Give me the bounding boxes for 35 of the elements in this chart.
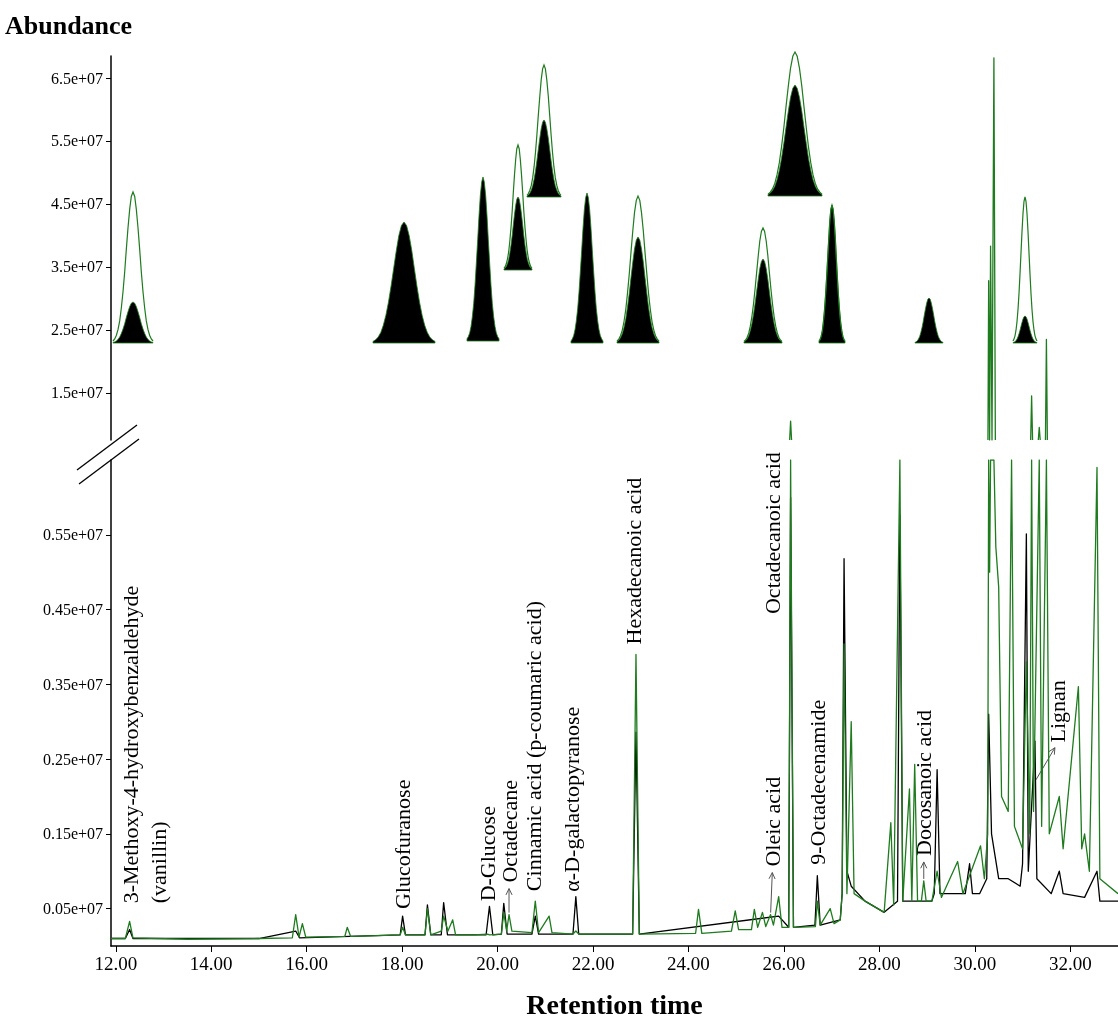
x-tick-label: 28.00 — [858, 953, 901, 974]
y-tick-label: 0.25e+07 — [42, 750, 103, 768]
y-tick-label: 4.5e+07 — [50, 195, 103, 213]
annotation: 3-Methoxy-4-hydroxybenzaldehyde (vanillin) — [118, 585, 172, 904]
x-tick-label: 14.00 — [189, 953, 233, 974]
annotation: Hexadecanoic acid — [621, 477, 647, 645]
y-tick-label: 5.5e+07 — [50, 132, 103, 150]
x-tick-label: 24.00 — [667, 953, 710, 974]
y-tick-label: 0.15e+07 — [42, 825, 103, 843]
x-tick-label: 22.00 — [571, 953, 615, 974]
x-tick-label: 16.00 — [285, 953, 329, 974]
annotation: α-D-galactopyranose — [559, 706, 585, 892]
annotation: 9-Octadecenamide — [804, 699, 830, 865]
x-tick-label: 12.00 — [94, 953, 138, 974]
y-tick-label: 3.5e+07 — [50, 258, 103, 276]
y-tick-label: 0.55e+07 — [42, 526, 103, 544]
y-tick-label: 2.5e+07 — [50, 321, 103, 339]
annotation: Octadecanoic acid — [760, 452, 786, 615]
y-tick-label: 0.35e+07 — [42, 675, 103, 693]
x-axis-title: Retention time — [526, 988, 703, 1020]
annotation: Oleic acid — [760, 776, 786, 867]
x-tick-label: 26.00 — [762, 953, 806, 974]
y-tick-label: 1.5e+07 — [50, 384, 103, 402]
annotation: Cinnamic acid (p-coumaric acid) — [520, 600, 546, 892]
y-tick-label: 6.5e+07 — [50, 69, 103, 87]
annotation: Lignan — [1045, 680, 1071, 743]
annotation: Glucofuranose — [390, 779, 416, 910]
y-tick-label: 0.45e+07 — [42, 601, 103, 619]
x-tick-label: 30.00 — [953, 953, 997, 974]
y-axis-title: Abundance — [5, 10, 133, 40]
x-tick-label: 32.00 — [1048, 953, 1092, 974]
annotation: Docosanoic acid — [911, 709, 937, 856]
x-tick-label: 20.00 — [476, 953, 519, 974]
y-tick-label: 0.05e+07 — [42, 900, 103, 918]
x-tick-label: 18.00 — [380, 953, 424, 974]
